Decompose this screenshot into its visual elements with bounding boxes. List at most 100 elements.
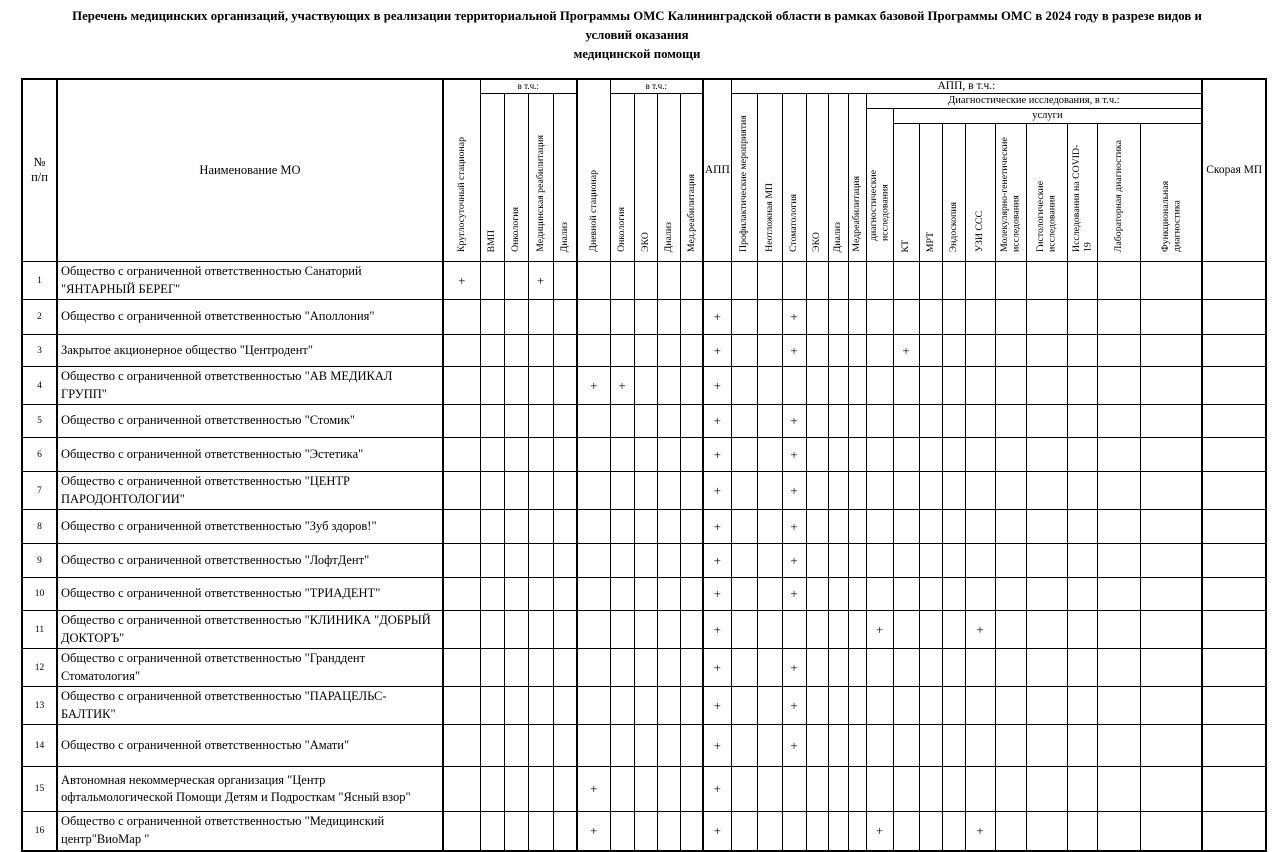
mark-cell-app: + [702, 471, 732, 511]
mark-cell-dializ3 [827, 299, 849, 336]
mark-cell-neotl [756, 366, 783, 406]
mark-cell-eko3 [805, 811, 829, 852]
group-header-diagnostics: Диагностические исследования, в т.ч.: [865, 93, 1203, 110]
mark-cell-molek [994, 686, 1027, 726]
mark-cell-medreab2 [679, 811, 704, 852]
mark-cell-lab [1096, 471, 1141, 511]
mark-cell-neotl [756, 334, 783, 368]
mark-cell-eko2 [633, 437, 658, 473]
mark-cell-diag [865, 366, 894, 406]
mark-cell-uzi [964, 509, 996, 545]
mark-cell-eko2 [633, 686, 658, 726]
mark-cell-prof [730, 366, 758, 406]
mark-cell-diag [865, 766, 894, 813]
col-header-name: Наименование МО [56, 78, 444, 263]
mark-cell-kt [892, 686, 920, 726]
mark-cell-onk2: + [609, 366, 635, 406]
table-row: 9 Общество с ограниченной ответственность… [21, 543, 1267, 579]
mark-cell-uzi [964, 437, 996, 473]
mark-cell-medreab1 [527, 509, 554, 545]
mark-cell-molek [994, 648, 1027, 688]
mark-cell-funk [1139, 471, 1203, 511]
mark-cell-gistol [1025, 471, 1068, 511]
mark-cell-diag [865, 543, 894, 579]
mark-cell-lab [1096, 577, 1141, 612]
mark-cell-ds [576, 686, 611, 726]
org-name: Общество с ограниченной ответственностью… [56, 404, 444, 439]
mark-cell-ds [576, 577, 611, 612]
mark-cell-covid [1066, 648, 1098, 688]
mark-cell-onk1 [503, 543, 529, 579]
mark-cell-smp [1201, 299, 1267, 336]
mark-cell-dializ1 [552, 366, 578, 406]
mark-cell-eko3 [805, 261, 829, 301]
mark-cell-funk [1139, 404, 1203, 439]
page-title-line1: Перечень медицинских организаций, участв… [72, 9, 1202, 43]
mark-cell-onk2 [609, 261, 635, 301]
mark-cell-neotl [756, 471, 783, 511]
mark-cell-funk [1139, 724, 1203, 768]
row-number: 8 [21, 509, 58, 545]
mark-cell-dializ3 [827, 811, 849, 852]
col-header-molecular-genetic: Молекулярно-генетические исследования [994, 123, 1027, 263]
mark-cell-dializ2 [656, 404, 681, 439]
mark-cell-funk [1139, 766, 1203, 813]
mark-cell-medreab1 [527, 766, 554, 813]
col-header-urgent-mp: Неотложная МП [756, 93, 783, 263]
mark-cell-mrt [918, 334, 943, 368]
mark-cell-mrt [918, 366, 943, 406]
mark-cell-covid [1066, 299, 1098, 336]
mark-cell-vmp [479, 366, 505, 406]
mark-cell-app: + [702, 766, 732, 813]
mark-cell-stomat [781, 261, 807, 301]
mark-cell-kt [892, 404, 920, 439]
mark-cell-onk1 [503, 577, 529, 612]
mark-cell-dializ2 [656, 724, 681, 768]
mark-cell-neotl [756, 404, 783, 439]
mark-cell-lab [1096, 811, 1141, 852]
mark-cell-stomat: + [781, 686, 807, 726]
mark-cell-prof [730, 686, 758, 726]
mark-cell-uzi [964, 577, 996, 612]
mark-cell-funk [1139, 686, 1203, 726]
mark-cell-ks [442, 471, 481, 511]
group-header-app-incl: АПП, в т.ч.: [730, 78, 1203, 95]
mark-cell-diag [865, 299, 894, 336]
mark-cell-medreab3 [847, 648, 867, 688]
mark-cell-kt: + [892, 334, 920, 368]
mark-cell-dializ1 [552, 766, 578, 813]
mark-cell-ks [442, 366, 481, 406]
mark-cell-eko3 [805, 471, 829, 511]
mark-cell-prof [730, 543, 758, 579]
table-row: 5 Общество с ограниченной ответственность… [21, 404, 1267, 439]
org-name: Общество с ограниченной ответственностью… [56, 724, 444, 768]
mark-cell-stomat [781, 366, 807, 406]
mark-cell-ks [442, 610, 481, 650]
mark-cell-dializ1 [552, 577, 578, 612]
mark-cell-eko3 [805, 437, 829, 473]
mark-cell-vmp [479, 610, 505, 650]
table-row: 6 Общество с ограниченной ответственность… [21, 437, 1267, 473]
mark-cell-ds [576, 471, 611, 511]
mark-cell-dializ1 [552, 686, 578, 726]
mark-cell-stomat: + [781, 471, 807, 511]
mark-cell-medreab3 [847, 610, 867, 650]
mark-cell-medreab2 [679, 299, 704, 336]
mark-cell-molek [994, 261, 1027, 301]
mark-cell-neotl [756, 610, 783, 650]
mark-cell-mrt [918, 437, 943, 473]
row-number: 10 [21, 577, 58, 612]
mark-cell-molek [994, 811, 1027, 852]
mark-cell-stomat [781, 811, 807, 852]
mark-cell-diag [865, 724, 894, 768]
mark-cell-ds: + [576, 766, 611, 813]
mark-cell-gistol [1025, 366, 1068, 406]
mark-cell-dializ1 [552, 334, 578, 368]
row-number: 15 [21, 766, 58, 813]
mark-cell-lab [1096, 766, 1141, 813]
mark-cell-prof [730, 648, 758, 688]
mark-cell-dializ2 [656, 686, 681, 726]
mark-cell-neotl [756, 648, 783, 688]
mark-cell-ds [576, 543, 611, 579]
mark-cell-dializ3 [827, 724, 849, 768]
